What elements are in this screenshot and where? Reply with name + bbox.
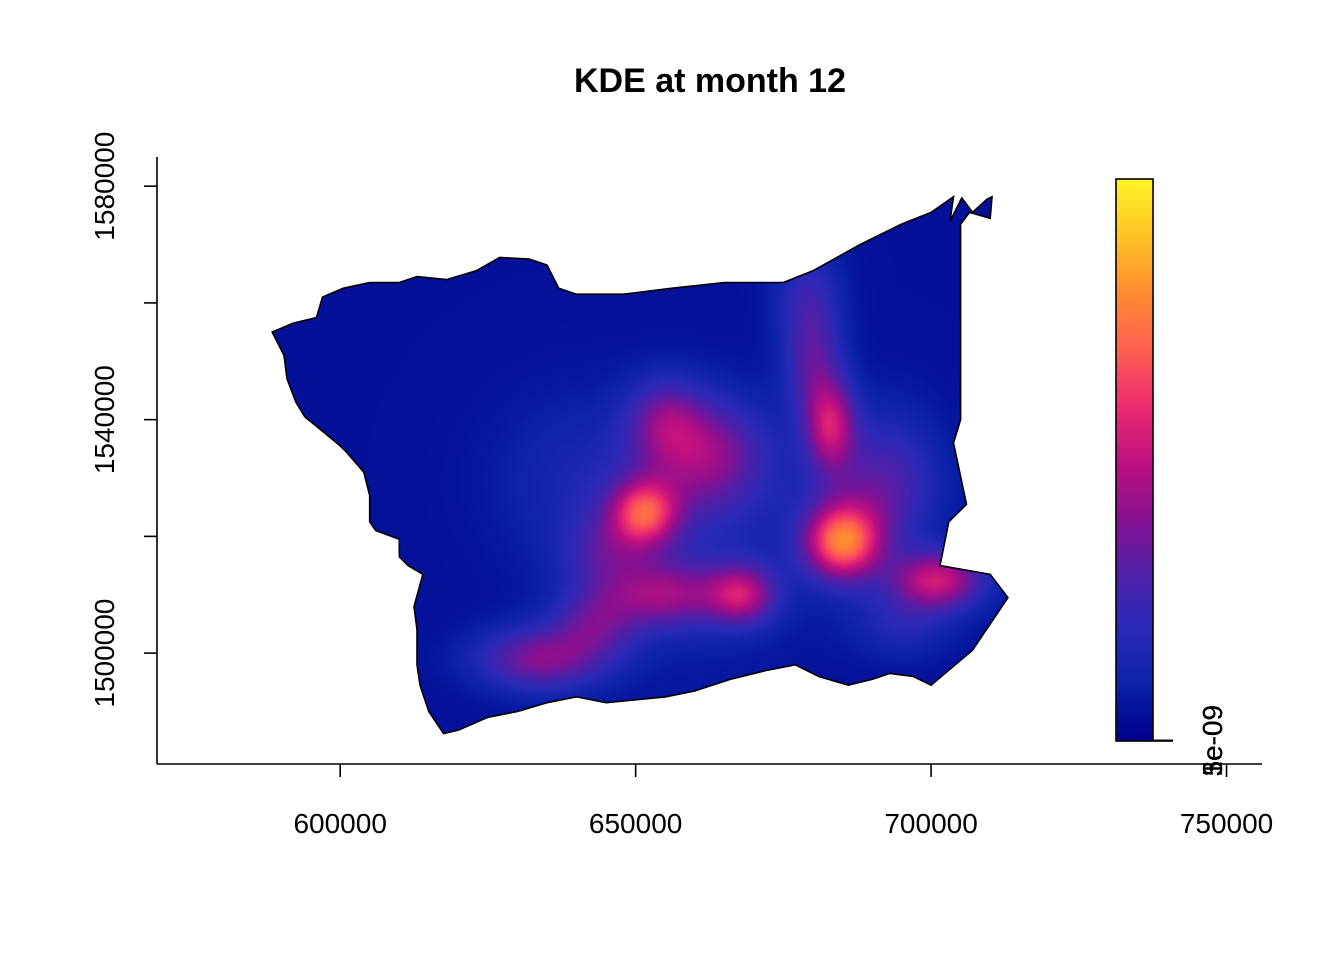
chart-title: KDE at month 12	[574, 62, 846, 100]
density-surface	[272, 196, 1008, 734]
x-tick-label: 650000	[589, 808, 682, 839]
region-outline	[271, 194, 1009, 735]
y-tick-label: 1580000	[89, 132, 120, 241]
y-axis: 1500000 1540000 1580000	[89, 132, 158, 764]
x-tick-label: 750000	[1180, 808, 1273, 839]
colorbar-tick-label: 5e-09	[1197, 705, 1228, 777]
y-tick-label: 1540000	[89, 365, 120, 474]
x-tick-label: 600000	[293, 808, 386, 839]
y-tick-label: 1500000	[89, 599, 120, 708]
colorbar-tick-label: 3e-09	[1197, 705, 1228, 777]
x-axis: 600000 650000 700000 750000	[157, 763, 1273, 839]
colorbar-tick-label: 1e-09	[1197, 705, 1228, 777]
x-tick-label: 700000	[884, 808, 977, 839]
